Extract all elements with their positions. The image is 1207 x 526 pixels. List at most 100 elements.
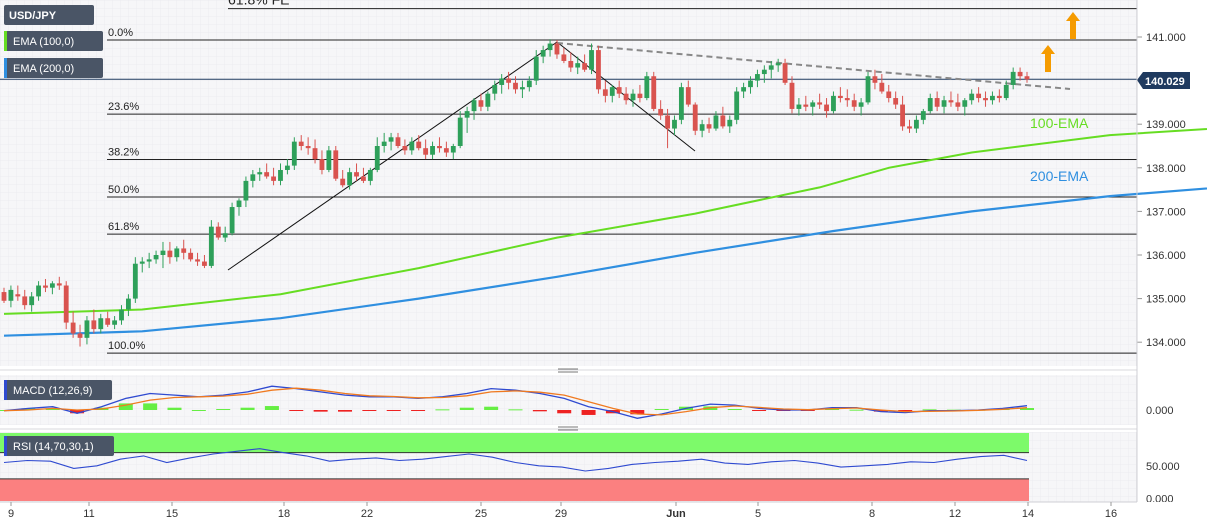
candle-body (796, 104, 802, 109)
macd-histogram-bar (240, 407, 255, 410)
time-tick-label: 14 (1022, 508, 1034, 520)
time-tick-label: 25 (475, 508, 487, 520)
macd-histogram-bar (849, 409, 864, 411)
candle-body (713, 115, 719, 129)
candle-body (720, 115, 726, 127)
candle-body (312, 148, 318, 160)
panel-resize-handle[interactable] (558, 368, 578, 373)
candle-body (817, 102, 823, 105)
candle-body (761, 69, 767, 75)
candle-body (927, 98, 933, 112)
candle-body (43, 285, 48, 288)
candle-body (900, 104, 906, 127)
candle-body (727, 119, 733, 127)
price-tick-label: 136.000 (1146, 250, 1186, 262)
candle-body (174, 248, 180, 258)
time-tick-label: 8 (869, 508, 875, 520)
fib-level-label: 38.2% (108, 147, 139, 159)
candle-body (609, 87, 615, 96)
macd-badge[interactable]: MACD (12,26,9) (4, 380, 112, 400)
candle-body (395, 137, 401, 146)
candle-body (402, 146, 408, 151)
candle-body (789, 82, 795, 109)
candle-body (119, 309, 124, 321)
candle-body (941, 100, 947, 107)
candle-body (367, 169, 373, 181)
candle-body (803, 104, 809, 107)
upside-arrows (1041, 12, 1080, 72)
candle-body (374, 146, 380, 170)
time-tick-label: 9 (8, 508, 14, 520)
candle-body (437, 146, 442, 149)
candle-body (36, 285, 41, 297)
candle-body (340, 178, 346, 186)
arrow-up-icon (1066, 12, 1080, 39)
candle-body (969, 93, 975, 101)
candle-body (533, 56, 539, 81)
macd-histogram-bar (45, 408, 60, 410)
candle-body (271, 176, 276, 181)
fib-level-label: 0.0% (108, 27, 133, 39)
arrow-up-icon (1041, 45, 1055, 72)
candle-body (215, 226, 221, 238)
time-tick-label: 29 (555, 508, 567, 520)
candle-body (596, 50, 601, 90)
macd-histogram-bar (727, 409, 742, 411)
candle-body (602, 89, 608, 96)
ema200-series-label: 200-EMA (1030, 168, 1089, 184)
macd-histogram-bar (362, 410, 377, 411)
macd-histogram-bar (532, 410, 547, 412)
symbol-badge[interactable]: USD/JPY (4, 5, 94, 25)
macd-histogram-bar (167, 407, 182, 410)
ema100-badge[interactable]: EMA (100,0) (4, 31, 103, 51)
ema100-label: EMA (100,0) (13, 36, 74, 48)
candle-body (499, 78, 505, 85)
candle-body (354, 172, 359, 177)
symbol-label: USD/JPY (9, 10, 57, 22)
time-tick-label: Jun (666, 508, 686, 520)
candle-body (644, 76, 650, 99)
candle-body (91, 320, 97, 330)
candle-body (755, 74, 760, 81)
candle-body (478, 100, 484, 107)
macd-histogram-bar (21, 408, 36, 410)
candle-body (1, 292, 7, 301)
macd-histogram-bar (922, 409, 937, 411)
candle-body (243, 180, 249, 201)
candle-body (160, 250, 166, 255)
candle-body (278, 169, 283, 181)
candle-body (167, 250, 173, 258)
candle-body (63, 285, 69, 323)
rsi-line (3, 448, 1028, 472)
price-tick-label: 138.000 (1146, 163, 1186, 175)
candle-body (22, 296, 28, 306)
fib-level-label: 23.6% (108, 101, 139, 113)
candle-body (450, 146, 456, 153)
time-tick-label: 15 (166, 508, 178, 520)
candle-body (983, 98, 988, 101)
macd-histogram-bar (459, 407, 474, 410)
fib-level-label: 61.8% FE (228, 0, 289, 8)
fib-level-label: 100.0% (108, 340, 146, 352)
macd-histogram-bar (654, 409, 669, 411)
candle-body (506, 78, 512, 83)
candle-body (423, 148, 429, 155)
ema200-badge[interactable]: EMA (200,0) (4, 58, 103, 78)
candle-body (768, 65, 774, 70)
candle-body (471, 100, 477, 112)
candle-body (98, 318, 104, 330)
candle-body (920, 111, 926, 120)
candle-body (665, 115, 670, 129)
candle-body (858, 102, 864, 107)
candle-body (236, 200, 242, 208)
panel-resize-handle[interactable] (558, 426, 578, 431)
candle-body (976, 93, 982, 99)
candle-body (1024, 76, 1030, 80)
candle-body (990, 95, 995, 101)
candle-body (1010, 71, 1016, 85)
candle-body (568, 60, 574, 68)
candle-body (637, 93, 643, 99)
rsi-badge[interactable]: RSI (14,70,30,1) (4, 436, 114, 456)
candle-body (810, 102, 816, 107)
